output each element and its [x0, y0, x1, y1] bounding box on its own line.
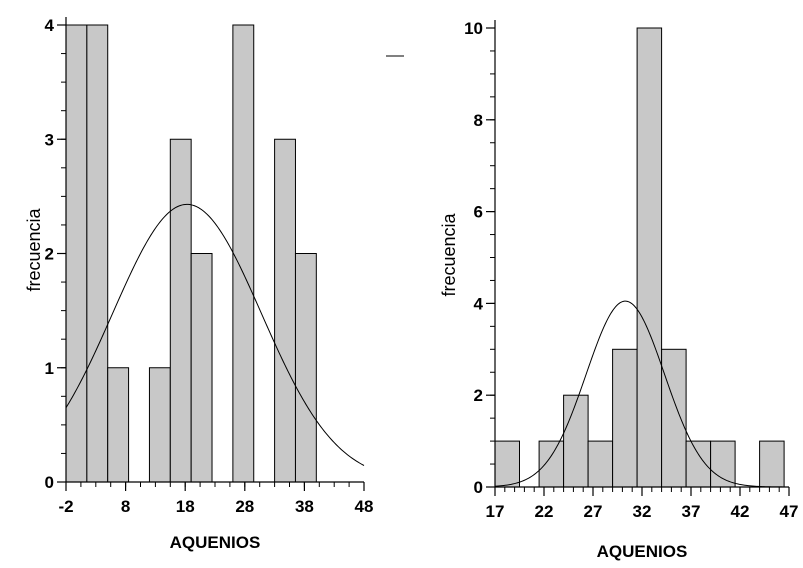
histogram-left: -2 8 18 28 38 48 0 1 2 3 4 AQUENIOS frecuencia [24, 16, 373, 552]
x-tick-label: 48 [355, 497, 374, 516]
bar-8 [294, 253, 317, 483]
bar-3 [148, 367, 171, 483]
x-tick-label: 17 [486, 502, 505, 521]
x-tick-label: 22 [535, 502, 554, 521]
bar-0 [65, 24, 88, 483]
x-tick-label: 27 [584, 502, 603, 521]
bar-3 [587, 440, 614, 488]
x-tick-label: 42 [731, 502, 750, 521]
y-tick-label: 10 [464, 19, 483, 38]
y-tick-label: 1 [45, 359, 54, 378]
x-axis-title: AQUENIOS [170, 533, 261, 552]
x-tick-label: 18 [176, 497, 195, 516]
bar-9 [759, 440, 785, 488]
y-tick-label: 2 [474, 386, 483, 405]
normal-curve [65, 203, 365, 466]
x-tick-label: 38 [295, 497, 314, 516]
bar-6 [661, 348, 687, 488]
bar-7 [274, 138, 296, 483]
y-tick-label: 0 [474, 478, 483, 497]
x-tick-label: 32 [633, 502, 652, 521]
bar-5 [190, 253, 213, 483]
bar-6 [232, 24, 255, 483]
y-axis-title: frecuencia [439, 212, 459, 296]
bar-2 [107, 367, 130, 483]
bar-4 [612, 348, 638, 488]
bar-7 [685, 440, 712, 488]
y-tick-label: 2 [45, 245, 54, 264]
y-tick-label: 3 [45, 130, 54, 149]
y-tick-label: 4 [474, 294, 484, 313]
bar-4 [169, 138, 192, 483]
histogram-right: 17 22 27 32 37 42 47 0 2 4 6 8 10 AQUENIOS frecuencia [439, 19, 798, 561]
x-tick-label: 28 [235, 497, 254, 516]
y-tick-label: 4 [45, 16, 55, 35]
bar-2 [563, 394, 589, 488]
x-tick-label: 47 [780, 502, 799, 521]
x-axis-title: AQUENIOS [597, 542, 688, 561]
y-tick-label: 0 [45, 473, 54, 492]
bar-8 [710, 440, 736, 488]
y-tick-label: 8 [474, 111, 483, 130]
y-axis-title: frecuencia [24, 207, 44, 291]
x-tick-label: -2 [58, 497, 73, 516]
bar-1 [86, 24, 109, 483]
x-tick-label: 8 [121, 497, 130, 516]
y-tick-label: 6 [474, 203, 483, 222]
normal-curve [494, 300, 790, 488]
x-tick-label: 37 [682, 502, 701, 521]
bar-5 [636, 27, 663, 488]
bar-0 [494, 440, 520, 488]
bar-1 [538, 440, 565, 488]
